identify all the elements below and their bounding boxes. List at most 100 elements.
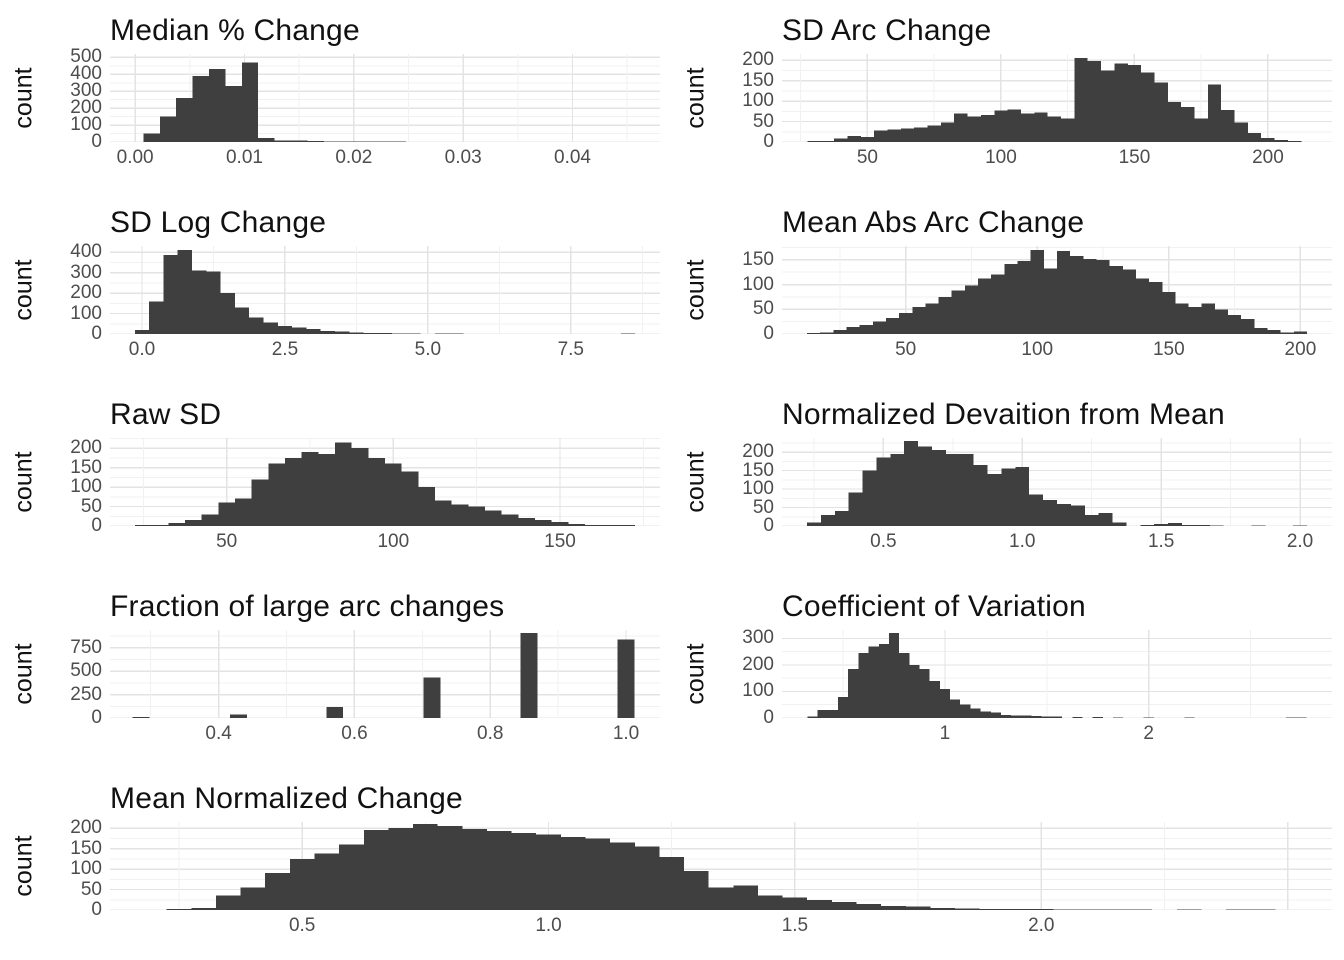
histogram-bar	[413, 824, 438, 910]
histogram-bar	[1195, 524, 1210, 526]
x-tick-label: 0.8	[477, 723, 504, 744]
x-tick-label: 2.0	[1028, 915, 1055, 936]
histogram-bar	[1004, 909, 1029, 910]
x-tick-label: 0.03	[444, 147, 482, 168]
histogram-bar	[462, 828, 487, 910]
histogram-bar	[930, 907, 956, 910]
histogram-bar	[782, 897, 808, 910]
histogram-bar	[887, 129, 901, 142]
y-tick-label: 150	[742, 69, 774, 91]
histogram-bar	[486, 831, 512, 910]
y-tick-label: 300	[70, 261, 102, 283]
x-tick-label: 200	[1284, 339, 1317, 360]
histogram-bar	[979, 908, 1005, 910]
panel-title: Median % Change	[110, 14, 360, 47]
histogram-bar	[820, 332, 834, 334]
histogram-bar	[132, 717, 150, 718]
y-axis-ticks: 0 50 100 150 200	[720, 49, 782, 152]
histogram-canvas	[782, 630, 1332, 718]
histogram-bar	[318, 453, 335, 526]
histogram-bar	[406, 333, 421, 334]
histogram-bar	[536, 834, 561, 910]
histogram-bar	[301, 452, 319, 526]
y-axis-label: count	[9, 67, 38, 129]
histogram-bar	[135, 525, 152, 526]
histogram-bar	[1061, 118, 1075, 142]
histogram-bar	[912, 306, 926, 334]
y-axis-label: count	[681, 643, 710, 705]
histogram-bar	[846, 327, 860, 334]
histogram-bar	[634, 846, 660, 910]
histogram-bar	[468, 506, 485, 526]
histogram-bar	[878, 643, 889, 718]
y-tick-label: 200	[70, 817, 102, 839]
x-tick-label: 2.5	[271, 339, 299, 360]
y-tick-label: 0	[763, 323, 774, 344]
y-axis-ticks: 0 100 200 300	[720, 627, 782, 728]
histogram-bar	[1140, 524, 1155, 526]
y-axis-label: count	[681, 259, 710, 321]
histogram-bar	[234, 307, 250, 334]
y-tick-label: 0	[763, 131, 774, 152]
histogram-bar	[925, 303, 939, 334]
histogram-bar	[392, 333, 407, 334]
histogram-bar	[1051, 716, 1063, 718]
histogram-bar	[951, 290, 965, 334]
y-tick-label: 300	[70, 80, 102, 102]
histogram-bar	[939, 688, 951, 718]
histogram-bar	[1182, 524, 1196, 526]
histogram-bar	[859, 325, 873, 334]
histogram-bar	[437, 826, 463, 910]
histogram-bar	[177, 250, 193, 334]
histogram-bar	[363, 332, 378, 334]
histogram-bar	[881, 905, 906, 910]
histogram-bar	[220, 293, 235, 334]
histogram-bar	[807, 899, 832, 910]
histogram-bar	[733, 885, 758, 910]
y-tick-label: 400	[70, 63, 102, 85]
histogram-bar	[1234, 122, 1248, 142]
histogram-bar	[385, 463, 402, 526]
y-tick-label: 0	[763, 707, 774, 728]
y-tick-label: 200	[70, 282, 102, 304]
histogram-bar	[235, 498, 252, 526]
histogram-bar	[1028, 909, 1054, 910]
y-tick-label: 100	[742, 273, 774, 295]
histogram-bar	[994, 110, 1008, 142]
y-tick-label: 0	[91, 323, 102, 344]
histogram-bar	[168, 522, 185, 526]
histogram-bar	[1154, 524, 1169, 526]
histogram-bar	[834, 138, 848, 142]
histogram-bar	[1001, 468, 1016, 526]
histogram-bar	[551, 522, 569, 526]
histogram-bar	[838, 696, 849, 718]
histogram-bar	[610, 842, 635, 910]
histogram-bar	[1004, 263, 1018, 334]
x-tick-label: 2.0	[1286, 531, 1314, 552]
x-tick-label: 50	[216, 531, 238, 552]
histogram-bar	[940, 122, 955, 142]
x-tick-label: 50	[856, 147, 878, 168]
histogram-bar	[289, 858, 315, 910]
x-tick-label: 100	[985, 147, 1017, 168]
histogram-bar	[1175, 303, 1189, 334]
y-tick-label: 200	[742, 49, 774, 71]
histogram-bar	[1057, 250, 1071, 334]
histogram-bar	[1214, 309, 1229, 334]
histogram-canvas	[110, 438, 660, 526]
y-tick-label: 100	[70, 476, 102, 498]
y-tick-label: 0	[91, 707, 102, 728]
histogram-bar	[954, 113, 968, 142]
histogram-bar	[900, 128, 915, 142]
x-axis-ticks: 0.5 1.0 1.5 2.0	[110, 910, 1332, 940]
x-tick-label: 150	[1118, 147, 1151, 168]
histogram-bar	[1043, 268, 1057, 334]
histogram-bar	[518, 518, 535, 526]
histogram-bar	[251, 479, 269, 526]
histogram-bar	[1109, 265, 1123, 334]
panel-raw-sd: Raw SD count 0 50 100 150 200 50 100 150	[0, 384, 672, 576]
histogram-bar	[860, 137, 875, 142]
histogram-bar	[904, 440, 919, 526]
histogram-bar	[335, 442, 352, 526]
x-axis-ticks: 0.00 0.01 0.02 0.03 0.04	[110, 142, 660, 172]
